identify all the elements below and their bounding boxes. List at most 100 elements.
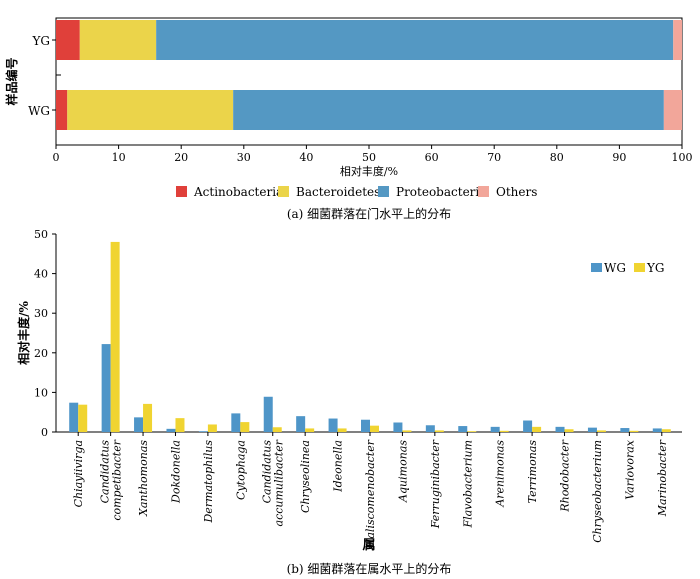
bar-YG-Flavobacterium (467, 431, 477, 432)
x-tick-label: Xanthomonas (137, 440, 150, 517)
y-tick-label: 30 (34, 307, 48, 320)
bar-WG-Candidatus-competibacter (101, 344, 111, 432)
legend-swatch-Bacteroidetes (278, 186, 289, 197)
bar-WG-Arenimonas (490, 426, 500, 432)
x-tick-label: 0 (53, 151, 60, 164)
x-tick-label: 30 (237, 151, 251, 164)
bar-WG-Candidatus-accumulibacter (263, 396, 273, 432)
bar-WG-Terrimonas (523, 420, 533, 432)
bar-WG-Flavobacterium (458, 426, 468, 432)
chart-phylum-level: YG WG 0 10 20 30 40 50 60 70 80 90 100 相对丰度/% 样品编号 Acti… (4, 17, 693, 221)
legend-swatch-WG (591, 263, 602, 272)
chart-genus-level: 0 10 20 30 40 50 Chiayiivirga Candidatuscompeti… (16, 230, 682, 576)
x-axis-label: 属 (362, 538, 375, 553)
bar-YG-Aquimonas (402, 430, 412, 432)
legend-swatch-Others (478, 186, 489, 197)
bar-WG-Proteobacteria (233, 90, 664, 130)
legend-label-YG: YG (646, 261, 665, 275)
x-tick-label: 10 (112, 151, 126, 164)
bar-WG-Variovorax (620, 428, 630, 432)
bar-YG-Variovorax (629, 430, 639, 432)
bar-WG-Ideonella (328, 418, 338, 432)
legend-swatch-Actinobacteria (176, 186, 187, 197)
bar-WG-Aquimonas (393, 422, 403, 432)
x-tick-label: 50 (362, 151, 376, 164)
x-tick-label: 100 (672, 151, 693, 164)
x-tick-label: Chryseobacterium (591, 440, 604, 543)
x-tick-label: 60 (425, 151, 439, 164)
bar-YG-Ferruginibacter (434, 430, 444, 432)
x-tick-label: Candidatuscompetibacter (99, 439, 124, 520)
x-axis-label: 相对丰度/% (340, 164, 398, 178)
bar-WG-Haliscomenobacter (361, 419, 370, 432)
x-tick-label: Cytophaga (234, 440, 247, 500)
bar-YG-Candidatus-accumulibacter (272, 427, 282, 432)
bar-WG-Actinobacteria (56, 90, 68, 130)
bar-YG-Proteobacteria (156, 20, 674, 60)
x-tick-label: Arenimonas (494, 440, 507, 508)
bar-YG-Cytophaga (240, 422, 250, 432)
legend-swatch-Proteobacteria (378, 186, 389, 197)
legend-label-Others: Others (496, 185, 537, 199)
x-tick-label: Marinobacter (656, 439, 669, 517)
bar-YG-Candidatus-competibacter (110, 241, 120, 432)
x-tick-label: Chiayiivirga (72, 440, 85, 507)
bar-YG-Chryseobacterium (596, 430, 606, 432)
bar-YG-Dermatophilus (207, 424, 217, 432)
x-tick-label: Ideonella (332, 440, 345, 493)
bar-YG-Chryseolinea (305, 428, 315, 432)
bar-WG-Dokdonella (166, 428, 176, 432)
x-tick-label: Rhodobacter (559, 439, 572, 512)
bar-YG-Chiayiivirga (78, 404, 88, 432)
y-axis-label: 相对丰度/% (16, 301, 31, 365)
y-tick-label: 0 (41, 426, 48, 439)
x-tick-label: Ferruginibacter (429, 439, 442, 529)
x-tick-label: Chryseolinea (299, 440, 312, 513)
bar-YG-Rhodobacter (564, 429, 574, 432)
x-tick-label: Dokdonella (169, 440, 182, 504)
legend-label-Proteobacteria: Proteobacteria (396, 185, 486, 199)
bar-WG-Marinobacter (652, 428, 662, 432)
bar-YG-Haliscomenobacter (370, 425, 379, 432)
y-axis-label: 样品编号 (4, 57, 19, 105)
x-tick-label: Variovorax (623, 439, 636, 500)
bar-YG-Bacteroidetes (79, 20, 157, 60)
bar-WG-Dermatophilus (198, 431, 208, 432)
legend-label-Bacteroidetes: Bacteroidetes (296, 185, 380, 199)
x-tick-label: 20 (174, 151, 188, 164)
legend-label-Actinobacteria: Actinobacteria (193, 185, 283, 199)
bar-WG-Cytophaga (231, 413, 241, 432)
y-tick-label: WG (28, 104, 50, 118)
bar-YG-Arenimonas (499, 430, 509, 432)
x-tick-label: 70 (487, 151, 501, 164)
bar-YG-Terrimonas (532, 426, 542, 432)
x-tick-label: 90 (612, 151, 626, 164)
legend-label-WG: WG (604, 261, 626, 275)
bar-WG-Ferruginibacter (425, 425, 435, 432)
x-tick-label: Haliscomenobacter (364, 439, 377, 549)
bar-YG-Actinobacteria (56, 20, 80, 60)
bar-WG-Chiayiivirga (69, 402, 79, 432)
bar-WG-Rhodobacter (555, 426, 565, 432)
bar-WG-Chryseolinea (296, 416, 306, 432)
bar-YG-Marinobacter (661, 429, 671, 432)
bar-WG-Chryseobacterium (587, 427, 597, 432)
bar-YG-Others (673, 20, 682, 60)
caption-b: (b) 细菌群落在属水平上的分布 (287, 561, 452, 576)
x-tick-label: Terrimonas (526, 440, 539, 504)
bar-WG-Bacteroidetes (67, 90, 234, 130)
y-tick-label: YG (31, 34, 50, 48)
caption-a: (a) 细菌群落在门水平上的分布 (287, 206, 451, 221)
x-tick-label: Aquimonas (396, 440, 409, 503)
bar-WG-Others (663, 90, 682, 130)
bar-YG-Xanthomonas (143, 403, 153, 432)
y-tick-label: 20 (34, 347, 48, 360)
legend-swatch-YG (634, 263, 645, 272)
bar-YG-Ideonella (337, 428, 347, 432)
y-tick-label: 50 (34, 230, 48, 241)
y-tick-label: 10 (34, 386, 48, 399)
x-tick-label: Dermatophilus (202, 440, 215, 524)
x-tick-label: Flavobacterium (461, 440, 474, 529)
bar-WG-Xanthomonas (134, 417, 144, 432)
